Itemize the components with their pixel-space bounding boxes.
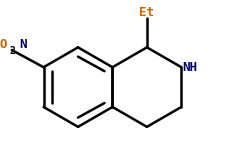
Text: O: O	[0, 38, 7, 51]
Text: Et: Et	[139, 6, 154, 19]
Text: NH: NH	[183, 61, 198, 74]
Text: 2: 2	[10, 46, 16, 56]
Text: N: N	[19, 38, 26, 51]
